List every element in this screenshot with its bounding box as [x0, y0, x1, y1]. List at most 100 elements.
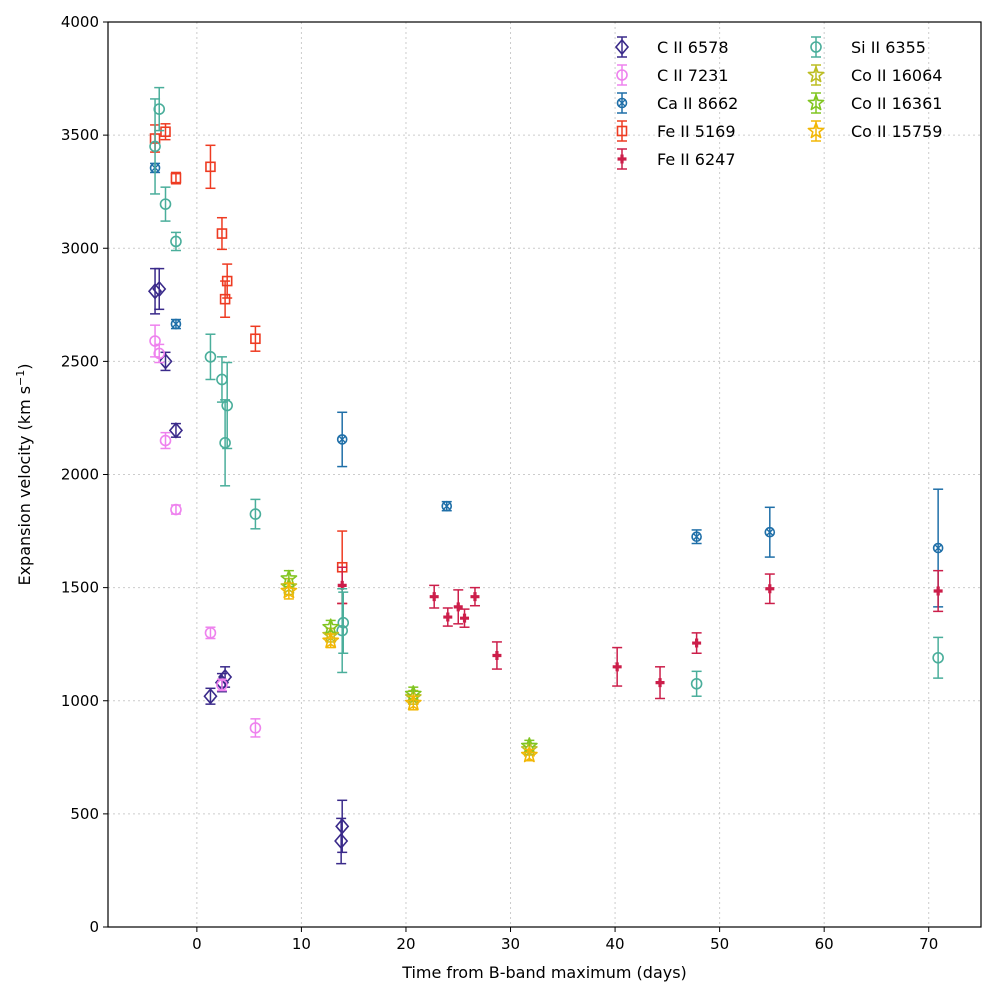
- data-point: [153, 103, 166, 115]
- data-point: [159, 434, 172, 447]
- legend-item: Fe II 6247: [617, 148, 736, 170]
- plus-shape: [492, 651, 502, 660]
- data-point: [160, 126, 171, 138]
- data-point: [520, 746, 538, 763]
- circle-shape: [932, 651, 944, 664]
- x-axis-label: Time from B-band maximum (days): [401, 963, 687, 982]
- square-shape: [205, 161, 216, 173]
- legend-error-bar: [617, 120, 627, 142]
- plus-shape: [655, 678, 665, 688]
- circle-shape: [249, 722, 262, 734]
- data-point: [280, 582, 298, 599]
- data-point: [322, 631, 340, 649]
- plus-shape: [429, 592, 439, 602]
- star-shape: [807, 94, 825, 111]
- series-5: [149, 86, 944, 697]
- data-point: [336, 624, 348, 637]
- legend-label: Si II 6355: [851, 38, 926, 57]
- y-tick-label: 500: [70, 805, 99, 823]
- circle-shape: [153, 347, 166, 360]
- xcircle-shape: [441, 500, 453, 512]
- y-tick-label: 0: [89, 918, 99, 936]
- square-shape: [219, 293, 231, 305]
- xcircle-cross: [934, 544, 942, 552]
- legend-marker: [614, 38, 630, 56]
- data-point: [334, 832, 349, 850]
- error-bar: [154, 267, 165, 311]
- data-point: [932, 651, 944, 664]
- star-shape: [520, 746, 538, 763]
- xcircle-cross: [338, 435, 346, 443]
- data-point: [612, 662, 622, 672]
- error-bar: [338, 591, 349, 654]
- diamond-shape: [218, 668, 233, 686]
- data-point: [764, 526, 776, 538]
- error-bar: [337, 588, 348, 674]
- data-point: [453, 602, 463, 612]
- error-bar: [250, 498, 261, 530]
- data-point: [655, 678, 665, 688]
- y-axis-label-suffix: ): [15, 363, 34, 369]
- star-shape: [280, 582, 298, 599]
- data-point: [443, 612, 453, 622]
- x-tick-label: 60: [815, 935, 834, 953]
- legend-item: Co II 16361: [807, 92, 942, 114]
- data-point: [203, 687, 218, 705]
- x-tick-label: 70: [919, 935, 938, 953]
- circle-shape: [204, 627, 217, 639]
- data-point: [159, 198, 172, 210]
- legend-item: Fe II 5169: [616, 120, 736, 142]
- series-0: [147, 267, 350, 865]
- circle-shape: [204, 351, 217, 363]
- data-point: [280, 569, 298, 586]
- data-point: [690, 677, 703, 690]
- xcircle-shape: [616, 97, 628, 109]
- data-point: [204, 627, 217, 639]
- xcircle-cross: [693, 533, 701, 541]
- x-tick-label: 0: [192, 935, 202, 953]
- legend-marker: [616, 97, 628, 109]
- legend-label: Fe II 5169: [657, 122, 736, 141]
- data-point: [204, 351, 217, 363]
- error-bar: [250, 718, 261, 738]
- x-tick-label: 20: [396, 935, 415, 953]
- ticks: 0 10 20 30 40 50 60 70 0 500 1000 1500 2000 2500 3000 3…: [61, 13, 938, 953]
- data-point: [219, 293, 231, 305]
- error-bar: [933, 636, 944, 679]
- legend-marker: [617, 154, 627, 164]
- data-point: [322, 618, 340, 635]
- circle-shape: [170, 503, 182, 516]
- legend-item: Si II 6355: [810, 36, 926, 58]
- legend-label: Co II 16064: [851, 66, 942, 85]
- data-point: [153, 347, 166, 360]
- legend-item: C II 7231: [616, 64, 729, 86]
- data-point: [404, 694, 422, 711]
- legend-label: C II 7231: [657, 66, 729, 85]
- data-point: [170, 235, 182, 248]
- data-point: [932, 542, 944, 554]
- data-point: [933, 586, 943, 596]
- legend-error-bar: [617, 64, 627, 86]
- y-tick-label: 4000: [61, 13, 99, 31]
- series-4: [337, 566, 944, 700]
- data-point: [335, 818, 350, 835]
- error-bar: [250, 325, 261, 352]
- legend-item: Co II 15759: [807, 120, 942, 142]
- xcircle-shape: [691, 531, 702, 543]
- error-bar: [222, 263, 233, 299]
- circle-shape: [153, 103, 166, 115]
- star-shape: [807, 66, 825, 83]
- legend-label: Fe II 6247: [657, 150, 736, 169]
- error-bar: [205, 144, 216, 190]
- circle-shape: [336, 624, 348, 637]
- square-shape: [250, 333, 261, 345]
- plus-shape: [617, 154, 627, 164]
- data-point: [158, 353, 173, 370]
- error-bar: [154, 343, 165, 364]
- y-tick-label: 1500: [61, 579, 99, 597]
- y-tick-label: 1000: [61, 692, 99, 710]
- legend-item: Co II 16064: [807, 64, 942, 86]
- square-shape: [216, 228, 228, 239]
- circle-shape: [690, 677, 703, 690]
